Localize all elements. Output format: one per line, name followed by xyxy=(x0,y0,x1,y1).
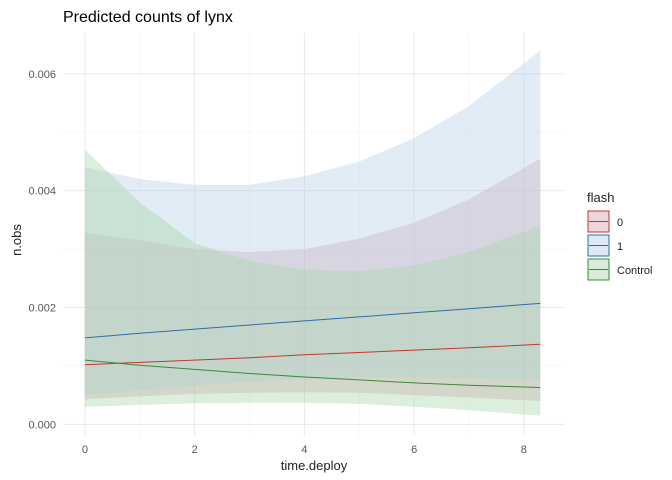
line-0 xyxy=(84,343,541,366)
y-tick-label: 0.000 xyxy=(28,419,56,431)
y-axis-title: n.obs xyxy=(9,224,24,256)
y-tick-label: 0.002 xyxy=(28,303,56,315)
chart-title: Predicted counts of lynx xyxy=(63,9,233,26)
legend: flash 0 1 Control xyxy=(587,190,652,281)
x-axis-title: time.deploy xyxy=(281,458,348,473)
legend-label: 1 xyxy=(617,241,623,253)
legend-label: Control xyxy=(617,265,652,277)
line-control xyxy=(84,359,541,388)
legend-title: flash xyxy=(587,190,614,205)
confidence-bands xyxy=(84,50,541,416)
legend-label: 0 xyxy=(617,217,623,229)
y-tick-label: 0.006 xyxy=(28,69,56,81)
x-tick-label: 2 xyxy=(192,444,198,456)
legend-item-0: 0 xyxy=(587,210,623,233)
series-lines xyxy=(84,302,541,388)
band-0 xyxy=(84,158,541,401)
x-tick-label: 4 xyxy=(301,444,307,456)
x-tick-label: 8 xyxy=(521,444,527,456)
x-tick-label: 6 xyxy=(411,444,417,456)
line-1 xyxy=(84,302,541,339)
y-tick-label: 0.004 xyxy=(28,186,56,198)
legend-item-1: 1 xyxy=(587,234,623,257)
x-tick-label: 0 xyxy=(82,444,88,456)
band-1 xyxy=(84,50,541,396)
legend-item-control: Control xyxy=(587,258,652,281)
axes: 0 2 4 6 8 0.000 0.002 0.004 0.006 xyxy=(28,69,526,456)
